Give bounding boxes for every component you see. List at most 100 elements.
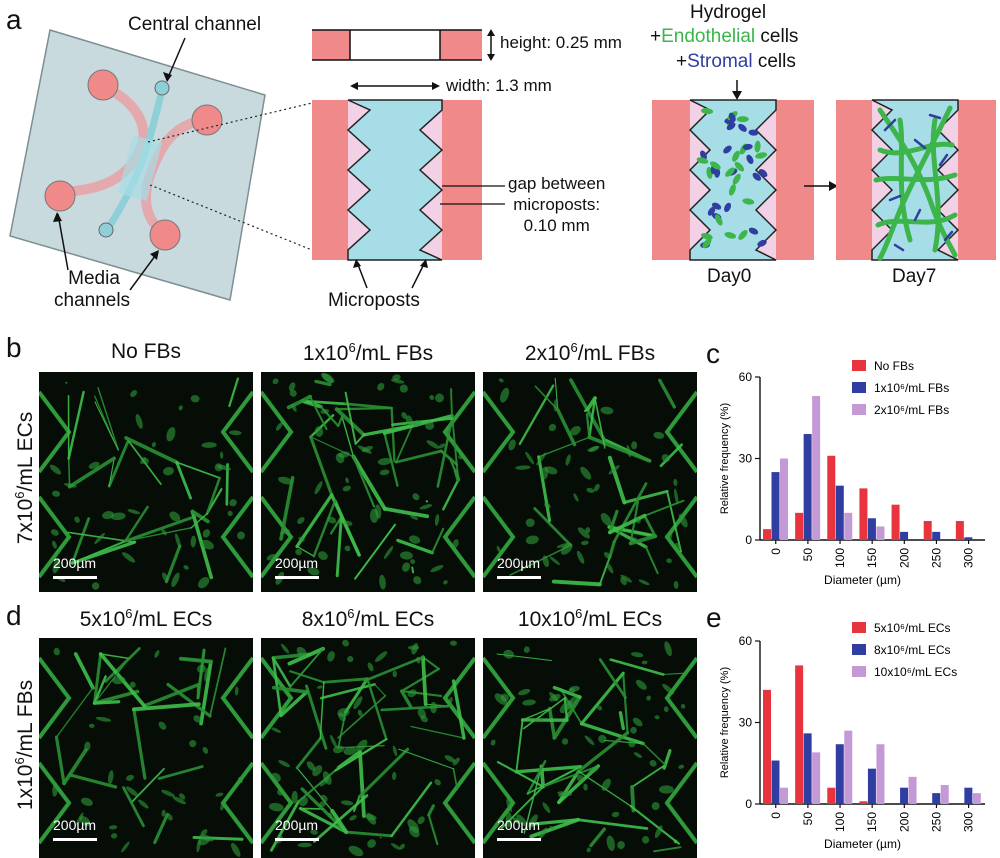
col-label-5x10-ecs: 5x106/mL ECs [79, 606, 213, 631]
panel-b-letter: b [6, 332, 22, 363]
legend-swatch [852, 360, 866, 371]
bar [771, 760, 780, 804]
bar [803, 434, 812, 540]
bar [940, 784, 949, 804]
bar [900, 787, 909, 804]
panel-d-letter: d [6, 600, 22, 631]
panel-c-letter: c [706, 338, 720, 369]
y-tick-label: 60 [739, 370, 753, 384]
endothelial-cell [710, 161, 721, 170]
endothelial-cell [702, 238, 712, 249]
x-tick-label: 100 [833, 812, 847, 832]
bar [812, 396, 821, 540]
bar [780, 458, 788, 540]
gel-port-bottom [98, 222, 114, 238]
col-label-2x10-fbs: 2x106/mL FBs [524, 340, 656, 365]
bar [803, 733, 812, 804]
bar [827, 787, 836, 804]
bar [876, 526, 885, 540]
bar [923, 520, 932, 540]
col-label-1x10-fbs: 1x106/mL FBs [302, 340, 434, 365]
panel-e-letter: e [706, 602, 722, 633]
stromal-cell [748, 227, 759, 235]
bar [964, 537, 973, 540]
legend-swatch [852, 404, 866, 415]
day0-cells [696, 108, 768, 249]
legend-label: 10x10⁶/mL ECs [874, 665, 957, 679]
stromal-cells-label: +Stromal cells [676, 51, 796, 72]
gel-region [346, 99, 444, 261]
x-tick-label: 300 [962, 812, 976, 832]
x-tick-label: 50 [801, 548, 815, 562]
bar [780, 787, 788, 804]
width-label: width: 1.3 mm [446, 76, 552, 95]
bar [972, 793, 981, 804]
x-tick-label: 300 [962, 548, 976, 568]
micrograph-2x10-fbs: 200µm [483, 372, 697, 592]
micrograph-5x10-ecs: 200µm [39, 638, 253, 858]
scale-label: 200µm [497, 817, 541, 833]
stromal-cell [707, 206, 716, 216]
legend-label: 8x10⁶/mL ECs [874, 643, 951, 657]
stromal-cell [728, 112, 736, 123]
stromal-cell [726, 122, 736, 131]
y-tick-label: 30 [739, 716, 753, 730]
endothelial-cell [732, 173, 741, 185]
day7-vessels [873, 105, 958, 261]
endothelial-cell [724, 232, 737, 239]
endothelial-cell [701, 108, 714, 115]
legend-label: 5x10⁶/mL ECs [874, 621, 951, 635]
media-channels-label: Media channels [54, 268, 131, 311]
media-port-4 [149, 219, 181, 251]
col-label-8x10-ecs: 8x106/mL ECs [301, 606, 435, 631]
day7-stromal [883, 113, 954, 252]
central-channel-label: Central channel [128, 14, 262, 35]
x-tick-label: 150 [865, 812, 879, 832]
bar [891, 504, 900, 540]
bar [795, 665, 804, 804]
endothelial-cell [701, 232, 713, 240]
bar [763, 529, 771, 540]
bar [867, 518, 876, 540]
bar [812, 752, 821, 804]
endothelial-cell [732, 150, 740, 162]
x-tick-label: 0 [769, 548, 783, 555]
endothelial-cell [755, 152, 768, 159]
col-label-10x10-ecs: 10x106/mL ECs [517, 606, 663, 631]
x-tick-label: 250 [929, 548, 943, 568]
col-label-no-fbs: No FBs [110, 340, 181, 363]
row-label-1x10-fbs: 1x106/mL FBs [12, 679, 37, 811]
x-axis-label: Diameter (µm) [824, 573, 901, 587]
bar [844, 730, 853, 804]
scale-label: 200µm [53, 555, 97, 571]
bar [964, 787, 973, 804]
bar [867, 768, 876, 804]
micrograph-no-fbs: 200µm [39, 372, 253, 592]
media-port-1 [87, 69, 119, 101]
legend-swatch [852, 382, 866, 393]
bar [859, 801, 868, 804]
stromal-cell [758, 169, 768, 178]
chart-e: 0 30 60 Relative frequency (%) 0 50 100 150 200 2… [719, 621, 985, 851]
endothelial-cell [742, 198, 755, 205]
x-tick-label: 50 [801, 812, 815, 826]
stromal-cell [752, 172, 762, 181]
legend-label: No FBs [874, 359, 914, 373]
endothelial-cell [725, 167, 735, 177]
stromal-cell [724, 202, 732, 213]
panel-a-letter: a [6, 4, 22, 35]
x-tick-label: 200 [897, 812, 911, 832]
stromal-cell [746, 154, 754, 165]
bar [835, 744, 844, 804]
bar [835, 485, 844, 540]
x-axis-label: Diameter (µm) [824, 837, 901, 851]
bar [900, 531, 909, 540]
scale-label: 200µm [275, 555, 319, 571]
legend-label: 2x10⁶/mL FBs [874, 403, 949, 417]
bar [955, 520, 964, 540]
row-label-7x10-ecs: 7x106/mL ECs [12, 411, 37, 545]
bar [932, 531, 941, 540]
scale-label: 200µm [53, 817, 97, 833]
legend-swatch [852, 622, 866, 633]
bar [908, 776, 917, 804]
